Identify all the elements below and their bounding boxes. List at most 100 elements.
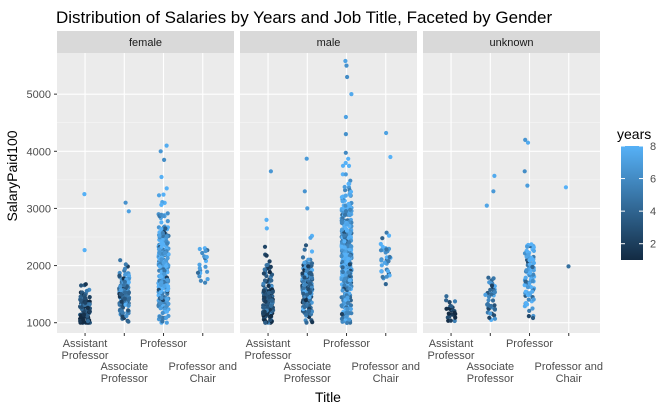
legend-tick-label: 4 (650, 206, 656, 218)
data-point (78, 298, 83, 303)
data-point (126, 209, 131, 214)
data-point (346, 300, 351, 305)
data-point (161, 213, 166, 218)
panel-background (423, 53, 600, 333)
data-point (79, 283, 84, 288)
data-point (487, 280, 492, 285)
data-point (342, 184, 347, 190)
data-point (306, 257, 311, 262)
points-male (261, 58, 393, 325)
data-point (304, 320, 309, 325)
data-point (310, 320, 315, 325)
data-point (525, 244, 530, 249)
data-point (388, 154, 393, 160)
facet-strip (57, 31, 234, 53)
data-point (347, 240, 352, 245)
data-point (489, 292, 494, 297)
data-point (166, 252, 171, 257)
data-point (300, 255, 306, 260)
data-point (339, 195, 344, 200)
data-point (261, 289, 266, 294)
data-point (158, 301, 163, 306)
data-point (523, 137, 528, 142)
data-point (306, 264, 311, 269)
data-point (262, 278, 268, 283)
data-point (158, 282, 163, 287)
data-point (379, 263, 384, 268)
data-point (342, 212, 348, 217)
data-point (124, 313, 129, 319)
data-point (159, 226, 164, 232)
facet-strip (240, 31, 417, 53)
data-point (121, 283, 126, 288)
data-point (343, 203, 348, 208)
data-point (384, 130, 389, 136)
data-point (444, 298, 449, 303)
data-point (309, 261, 315, 266)
data-point (563, 185, 569, 190)
data-point (526, 252, 531, 257)
data-point (303, 298, 309, 303)
legend: years 2 4 6 8 (617, 126, 656, 260)
data-point (348, 303, 354, 308)
data-point (302, 304, 307, 310)
data-point (261, 281, 266, 286)
data-point (122, 279, 127, 284)
data-point (82, 192, 87, 197)
data-point (449, 304, 454, 309)
data-point (158, 149, 163, 154)
data-point (527, 281, 532, 286)
data-point (525, 140, 531, 145)
data-point (530, 278, 535, 284)
data-point (340, 163, 346, 168)
data-point (78, 318, 83, 324)
data-point (122, 296, 127, 301)
data-point (118, 288, 123, 293)
data-point (265, 262, 270, 267)
data-point (198, 278, 203, 283)
data-point (525, 285, 531, 290)
data-point (303, 282, 308, 287)
data-point (525, 183, 530, 188)
data-point (344, 228, 349, 233)
data-point (343, 114, 348, 120)
data-point (386, 259, 391, 264)
data-point (123, 200, 128, 205)
data-point (197, 246, 202, 252)
data-point (166, 301, 171, 306)
data-point (347, 286, 352, 291)
data-point (164, 186, 169, 191)
y-tick-label: 5000 (27, 89, 51, 101)
data-point (531, 260, 537, 266)
data-point (122, 266, 128, 271)
data-point (119, 309, 124, 314)
data-point (83, 282, 88, 287)
data-point (307, 281, 313, 286)
data-point (345, 307, 350, 312)
data-point (269, 313, 274, 319)
data-point (304, 268, 309, 273)
data-point (156, 247, 162, 252)
data-point (384, 274, 389, 279)
data-point (304, 156, 309, 161)
data-point (269, 298, 274, 303)
data-point (488, 303, 493, 309)
data-point (118, 284, 123, 289)
data-point (306, 287, 311, 292)
legend-tick-label: 8 (650, 141, 656, 153)
data-point (349, 92, 354, 97)
data-point (486, 298, 491, 303)
data-point (529, 242, 534, 247)
data-point (348, 178, 353, 183)
data-point (345, 222, 350, 227)
data-point (346, 270, 351, 275)
data-point (200, 250, 205, 256)
legend-ticks: 2 4 6 8 (621, 141, 656, 251)
data-point (85, 313, 90, 318)
data-point (159, 220, 164, 225)
data-point (266, 290, 271, 295)
data-point (339, 303, 344, 308)
data-point (339, 244, 344, 249)
data-point (302, 275, 307, 280)
